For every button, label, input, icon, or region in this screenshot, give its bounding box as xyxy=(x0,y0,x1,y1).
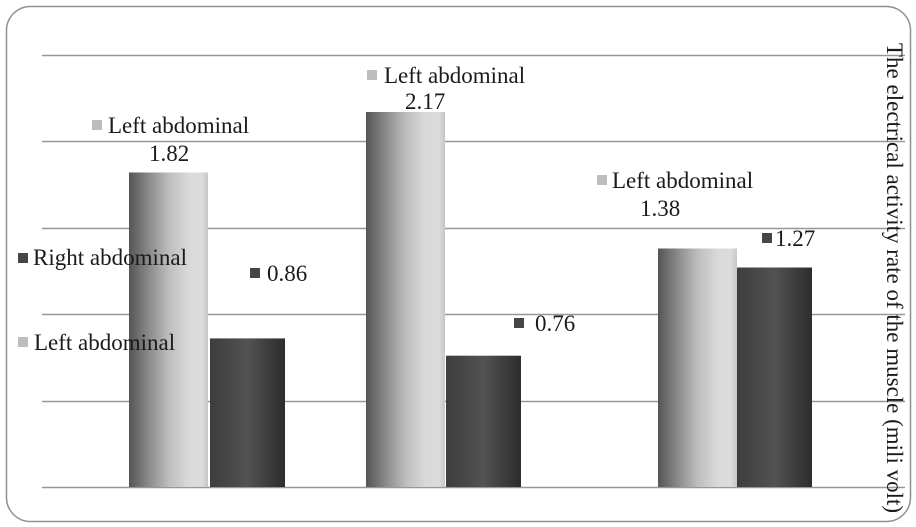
data-label-series-name: Left abdominal xyxy=(384,63,525,88)
legend-marker-left-abdominal xyxy=(18,337,28,347)
data-label-value: 1.27 xyxy=(775,226,815,251)
bars xyxy=(129,112,812,487)
bar-right-abdominal-3 xyxy=(737,267,812,487)
data-label-marker xyxy=(250,268,260,278)
data-label-value: 0.86 xyxy=(267,261,307,286)
legend: Right abdominal Left abdominal xyxy=(18,245,187,355)
y-axis-label: The electrical activity rate of the musc… xyxy=(882,43,907,513)
bar-left-abdominal-2 xyxy=(366,112,445,487)
bar-left-abdominal-3 xyxy=(658,248,737,487)
legend-label-right-abdominal: Right abdominal xyxy=(33,245,187,270)
data-label-value: 1.82 xyxy=(149,141,189,166)
bar-right-abdominal-1 xyxy=(210,338,285,487)
data-label-series-name: Left abdominal xyxy=(612,168,753,193)
legend-marker-right-abdominal xyxy=(18,253,28,263)
legend-label-left-abdominal: Left abdominal xyxy=(34,330,175,355)
data-label-marker xyxy=(514,318,524,328)
data-label-value: 1.38 xyxy=(640,196,680,221)
data-label-value: 0.76 xyxy=(535,311,575,336)
data-label-marker xyxy=(762,233,772,243)
data-label-value: 2.17 xyxy=(405,89,445,114)
bar-right-abdominal-2 xyxy=(446,355,521,487)
data-label-marker xyxy=(92,120,102,130)
data-label-series-name: Left abdominal xyxy=(108,113,249,138)
data-label-marker xyxy=(597,175,607,185)
bar-left-abdominal-1 xyxy=(129,172,208,487)
data-label-marker xyxy=(367,70,377,80)
